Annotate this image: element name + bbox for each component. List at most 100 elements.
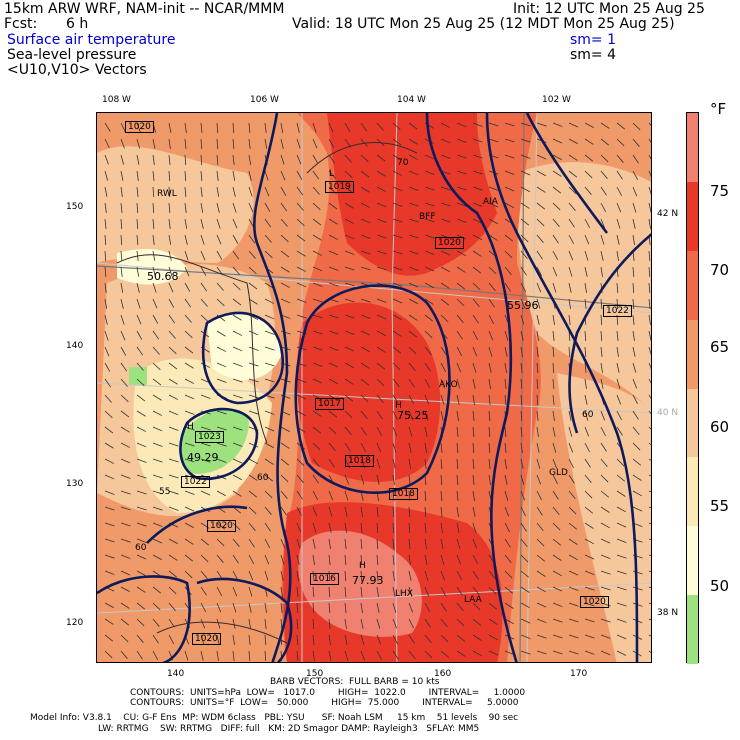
wind-barb: [104, 554, 115, 559]
wind-barb: [136, 394, 146, 402]
wind-barb: [120, 154, 125, 165]
wind-barb: [312, 234, 322, 241]
wind-barb: [408, 554, 411, 565]
wind-barb: [408, 618, 414, 629]
wind-barb: [520, 122, 531, 127]
wind-barb: [184, 570, 193, 579]
wind-barb: [200, 586, 207, 596]
wind-barb: [536, 602, 547, 608]
wind-barb: [472, 170, 483, 175]
wind-barb: [216, 490, 227, 497]
wind-barb: [472, 378, 476, 389]
wind-barb: [248, 474, 258, 481]
wind-barb: [472, 218, 483, 224]
pressure-box-label: 1022: [603, 305, 632, 317]
wind-barb: [504, 554, 512, 564]
wind-barb: [184, 298, 192, 308]
station-label: AIA: [483, 197, 498, 207]
wind-barb: [568, 266, 573, 277]
wind-barb: [408, 650, 416, 660]
wind-barb: [328, 442, 336, 451]
wind-barb: [328, 202, 338, 210]
wind-barb: [456, 202, 467, 207]
wind-barb: [104, 634, 114, 642]
wind-barb: [360, 426, 367, 436]
wind-barb: [648, 346, 651, 356]
wind-barb: [296, 410, 307, 417]
wind-barb: [344, 170, 353, 179]
wind-barb: [600, 426, 606, 437]
wind-barb: [504, 474, 508, 485]
wind-barb: [568, 154, 578, 161]
wind-barb: [216, 234, 222, 245]
wind-barb: [248, 586, 253, 597]
wind-barb: [456, 554, 462, 565]
wind-barb: [488, 298, 495, 308]
wind-barb: [488, 362, 492, 373]
wind-barb: [312, 154, 319, 164]
wind-barb: [488, 266, 497, 275]
wind-barb: [616, 458, 625, 467]
wind-barb: [280, 250, 290, 258]
wind-barb: [584, 250, 589, 261]
wind-barb: [376, 170, 386, 177]
contour-label: 60: [135, 543, 147, 553]
wind-barb: [440, 202, 451, 207]
wind-barb: [440, 538, 444, 549]
wind-barb: [504, 362, 507, 373]
wind-barb: [632, 266, 635, 277]
wind-barb: [120, 410, 130, 418]
wind-barb: [616, 154, 624, 163]
wind-barb: [120, 298, 124, 309]
wind-barb: [152, 186, 155, 198]
wind-barb: [264, 426, 275, 432]
wind-barb: [344, 650, 349, 661]
wind-barb: [488, 202, 499, 208]
wind-barb: [632, 506, 643, 512]
wind-barb: [648, 186, 651, 195]
wind-barb: [632, 570, 643, 575]
wind-barb: [568, 442, 574, 453]
wind-barb: [552, 314, 555, 325]
wind-barb: [648, 138, 651, 143]
wind-barb: [328, 138, 335, 148]
wind-barb: [568, 410, 572, 421]
wind-barb: [600, 490, 610, 498]
legend-color-segment: [687, 113, 698, 182]
wind-barb: [328, 538, 331, 549]
wind-barb: [248, 554, 255, 565]
wind-barb: [168, 346, 177, 355]
wind-barb: [168, 122, 172, 133]
wind-barb: [392, 474, 395, 485]
wind-barb: [264, 378, 275, 383]
wind-barb: [472, 154, 483, 159]
wind-barb: [312, 314, 323, 319]
wind-barb: [632, 154, 639, 164]
wind-barb: [296, 154, 302, 165]
wind-barb: [328, 426, 337, 435]
wind-barb: [168, 410, 179, 416]
wind-barb: [152, 298, 158, 309]
wind-barb: [376, 266, 387, 271]
wind-barb: [232, 490, 242, 497]
field-slp: Sea-level pressure: [7, 47, 137, 63]
wind-barb: [392, 538, 395, 550]
wind-barb: [616, 410, 622, 421]
wind-barb: [120, 186, 123, 197]
wind-barb: [520, 362, 523, 373]
wind-barb: [312, 218, 322, 226]
wind-barb: [376, 314, 387, 320]
wind-barb: [648, 618, 651, 621]
wind-barb: [616, 426, 623, 436]
wind-barb: [584, 442, 590, 453]
wind-barb: [216, 170, 219, 181]
wind-barb: [232, 634, 235, 645]
wind-barb: [536, 426, 539, 437]
wind-barb: [216, 154, 219, 165]
wind-barb: [456, 170, 467, 175]
wind-barb: [152, 618, 160, 627]
wind-barb: [344, 378, 354, 385]
wind-barb: [120, 250, 123, 261]
wind-barb: [440, 506, 443, 517]
wind-barb: [376, 218, 387, 223]
